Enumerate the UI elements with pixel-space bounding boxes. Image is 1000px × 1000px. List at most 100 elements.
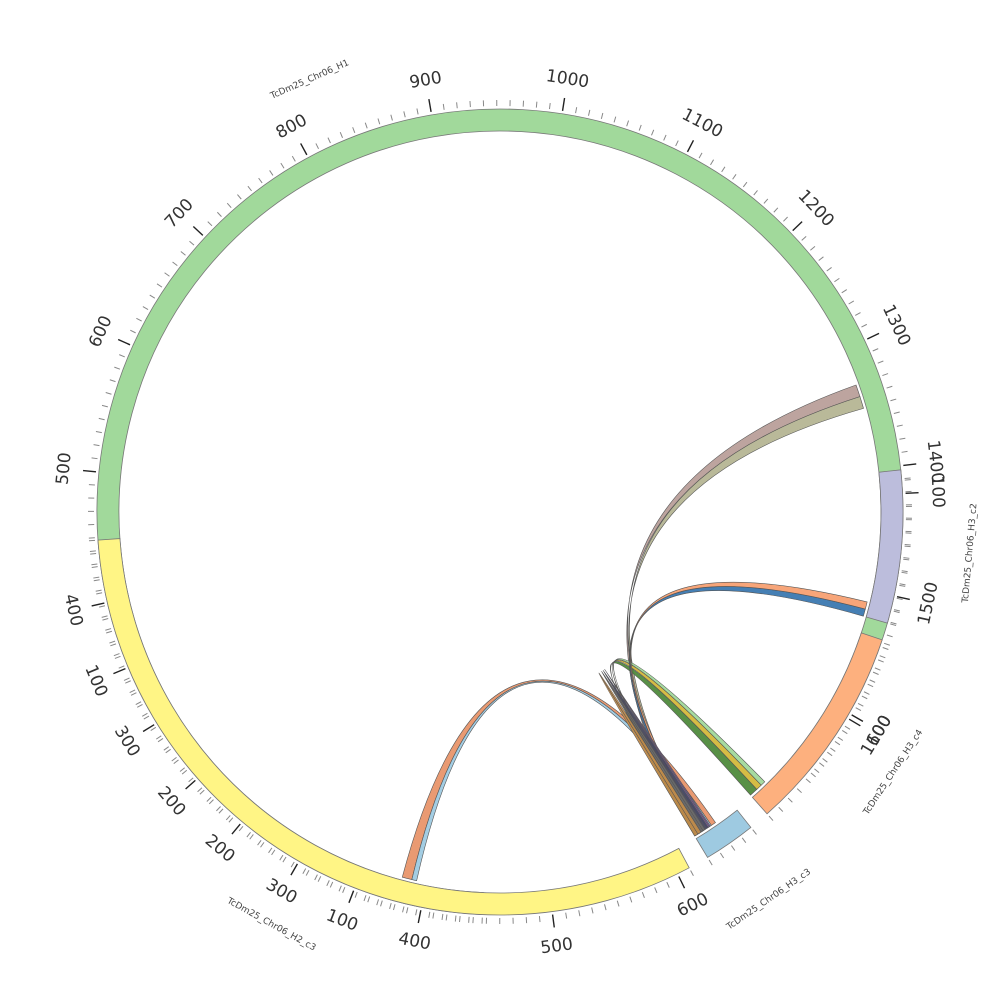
minor-tick-tcdm25-chr06-h2-c3-50 (99, 605, 106, 608)
minor-tick-tcdm25-chr06-h1-320 (135, 701, 142, 705)
minor-tick-tcdm25-chr06-h2-c3-410 (432, 912, 435, 919)
minor-tick-tcdm25-chr06-h1-1390 (901, 450, 908, 453)
minor-tick-tcdm25-chr06-h1-840 (352, 127, 356, 134)
minor-tick-tcdm25-chr06-h2-c3-430 (459, 915, 461, 923)
major-tick-tcdm25-chr06-h1-900 (428, 98, 432, 113)
link-tcdm25-chr06-h3-c3-to-tcdm25-chr06-h1-3 (628, 396, 864, 834)
minor-tick-tcdm25-chr06-h1-1510 (893, 609, 901, 612)
minor-tick-tcdm25-chr06-h1-420 (93, 576, 100, 579)
minor-tick-tcdm25-chr06-h1-630 (142, 306, 149, 310)
minor-tick-tcdm25-chr06-h2-c3-310 (305, 870, 310, 876)
minor-tick-tcdm25-chr06-h1-350 (118, 665, 125, 669)
minor-tick-tcdm25-chr06-h1-640 (149, 294, 156, 299)
minor-tick-tcdm25-chr06-h3-c4-110 (857, 702, 864, 707)
major-tick-tcdm25-chr06-h1-1300 (866, 332, 880, 340)
minor-tick-tcdm25-chr06-h1-360 (113, 653, 120, 657)
minor-tick-tcdm25-chr06-h2-c3-290 (282, 856, 287, 863)
minor-tick-tcdm25-chr06-h1-1520 (890, 621, 897, 625)
minor-tick-tcdm25-chr06-h1-1370 (896, 424, 903, 427)
minor-tick-tcdm25-chr06-h2-c3-70 (106, 630, 113, 634)
minor-tick-tcdm25-chr06-h1-1250 (834, 277, 840, 283)
minor-tick-tcdm25-chr06-h3-c3-10 (719, 852, 725, 859)
tick-label-tcdm25-chr06-h1-1100: 1100 (678, 105, 726, 143)
minor-tick-tcdm25-chr06-h1-710 (207, 221, 213, 227)
minor-tick-tcdm25-chr06-h2-c3-110 (125, 680, 131, 684)
tick-label-tcdm25-chr06-h2-c3-300: 300 (262, 875, 300, 909)
tick-label-tcdm25-chr06-h1-100: 100 (323, 905, 360, 935)
minor-tick-tcdm25-chr06-h2-c3-150 (150, 726, 157, 731)
link-tcdm25-chr06-h3-c3-to-tcdm25-chr06-h3-c3-11 (601, 671, 706, 833)
minor-tick-tcdm25-chr06-h1-850 (364, 122, 368, 129)
major-tick-tcdm25-chr06-h2-c3-100 (113, 667, 126, 675)
minor-tick-tcdm25-chr06-h1-910 (442, 103, 445, 110)
major-tick-tcdm25-chr06-h1-1400 (903, 463, 917, 467)
minor-tick-tcdm25-chr06-h3-c3-40 (752, 829, 757, 835)
minor-tick-tcdm25-chr06-h2-c3-380 (392, 904, 396, 911)
minor-tick-tcdm25-chr06-h2-c3-530 (591, 907, 594, 914)
major-tick-tcdm25-chr06-h1-400 (91, 602, 105, 607)
minor-tick-tcdm25-chr06-h1-1620 (834, 741, 841, 746)
tick-label-tcdm25-chr06-h2-c3-200: 200 (153, 783, 189, 821)
minor-tick-tcdm25-chr06-h1-780 (280, 162, 285, 169)
minor-tick-tcdm25-chr06-h3-c4-80 (837, 736, 844, 741)
minor-tick-tcdm25-chr06-h1-570 (109, 379, 116, 383)
minor-tick-tcdm25-chr06-h1-210 (225, 815, 231, 821)
major-tick-tcdm25-chr06-h2-c3-600 (678, 876, 686, 889)
minor-tick-tcdm25-chr06-h1-40 (428, 911, 431, 918)
tick-label-tcdm25-chr06-h1-600: 600 (85, 313, 117, 351)
minor-tick-tcdm25-chr06-h2-c3-20 (91, 566, 98, 568)
minor-tick-tcdm25-chr06-h2-c3-350 (354, 891, 358, 898)
minor-tick-tcdm25-chr06-h2-c3-510 (565, 912, 568, 919)
tick-label-tcdm25-chr06-h2-c3-100: 100 (80, 662, 111, 700)
tick-label-tcdm25-chr06-h2-c3-400: 400 (397, 929, 433, 955)
tick-label-tcdm25-chr06-h2-c3-500: 500 (539, 934, 574, 958)
minor-tick-tcdm25-chr06-h1-620 (136, 317, 142, 322)
minor-tick-tcdm25-chr06-h1-1640 (819, 762, 825, 767)
minor-tick-tcdm25-chr06-h1-1120 (710, 159, 715, 166)
minor-tick-tcdm25-chr06-h1-670 (172, 261, 178, 267)
minor-tick-tcdm25-chr06-h1-660 (164, 272, 170, 277)
minor-tick-tcdm25-chr06-h3-c4-90 (844, 725, 851, 730)
minor-tick-tcdm25-chr06-h1-70 (389, 903, 392, 910)
minor-tick-tcdm25-chr06-h2-c3-320 (317, 876, 322, 882)
minor-tick-tcdm25-chr06-h3-c2-40 (901, 571, 908, 574)
minor-tick-tcdm25-chr06-h1-1650 (810, 772, 816, 778)
minor-tick-tcdm25-chr06-h1-1530 (886, 634, 893, 638)
major-tick-tcdm25-chr06-h1-800 (300, 143, 308, 156)
tick-label-tcdm25-chr06-h2-c3-600: 600 (674, 889, 712, 921)
minor-tick-tcdm25-chr06-h2-c3-490 (538, 916, 541, 923)
minor-tick-tcdm25-chr06-h3-c4-120 (863, 691, 870, 695)
minor-tick-tcdm25-chr06-h1-1630 (827, 751, 833, 757)
tick-label-tcdm25-chr06-h1-1000: 1000 (545, 66, 591, 92)
minor-tick-tcdm25-chr06-h1-720 (216, 211, 222, 217)
minor-tick-tcdm25-chr06-h3-c2-10 (893, 610, 900, 614)
tick-label-tcdm25-chr06-h1-300: 300 (110, 722, 144, 760)
minor-tick-tcdm25-chr06-h1-80 (376, 899, 380, 906)
minor-tick-tcdm25-chr06-h1-1180 (773, 207, 779, 213)
minor-tick-tcdm25-chr06-h1-410 (95, 589, 102, 592)
minor-tick-tcdm25-chr06-h2-c3-60 (102, 618, 109, 621)
minor-tick-tcdm25-chr06-h1-150 (290, 861, 295, 868)
segments-layer (96, 108, 904, 916)
minor-tick-tcdm25-chr06-h1-510 (91, 457, 98, 460)
tick-label-tcdm25-chr06-h1-1500: 1500 (914, 580, 943, 626)
minor-tick-tcdm25-chr06-h3-c4-160 (884, 642, 891, 646)
minor-tick-tcdm25-chr06-h1-390 (101, 615, 108, 618)
minor-tick-tcdm25-chr06-h1-730 (226, 202, 232, 209)
minor-tick-tcdm25-chr06-h1-1020 (588, 109, 591, 116)
minor-tick-tcdm25-chr06-h3-c4-130 (869, 679, 876, 683)
minor-tick-tcdm25-chr06-h3-c2-60 (904, 545, 911, 548)
tick-label-tcdm25-chr06-h1-400: 400 (60, 592, 87, 628)
minor-tick-tcdm25-chr06-h1-1010 (575, 107, 578, 114)
minor-tick-tcdm25-chr06-h2-c3-520 (578, 910, 581, 917)
minor-tick-tcdm25-chr06-h2-c3-330 (329, 881, 334, 888)
major-tick-tcdm25-chr06-h1-1100 (686, 140, 695, 153)
minor-tick-tcdm25-chr06-h1-380 (105, 628, 112, 631)
minor-tick-tcdm25-chr06-h1-1290 (861, 323, 868, 328)
minor-tick-tcdm25-chr06-h1-530 (95, 430, 102, 434)
minor-tick-tcdm25-chr06-h3-c2-50 (903, 558, 910, 561)
minor-tick-tcdm25-chr06-h2-c3-270 (260, 842, 265, 848)
minor-tick-tcdm25-chr06-h1-820 (327, 137, 331, 144)
major-tick-tcdm25-chr06-h1-500 (82, 469, 97, 473)
tick-label-tcdm25-chr06-h3-c2-100: 100 (927, 475, 948, 508)
